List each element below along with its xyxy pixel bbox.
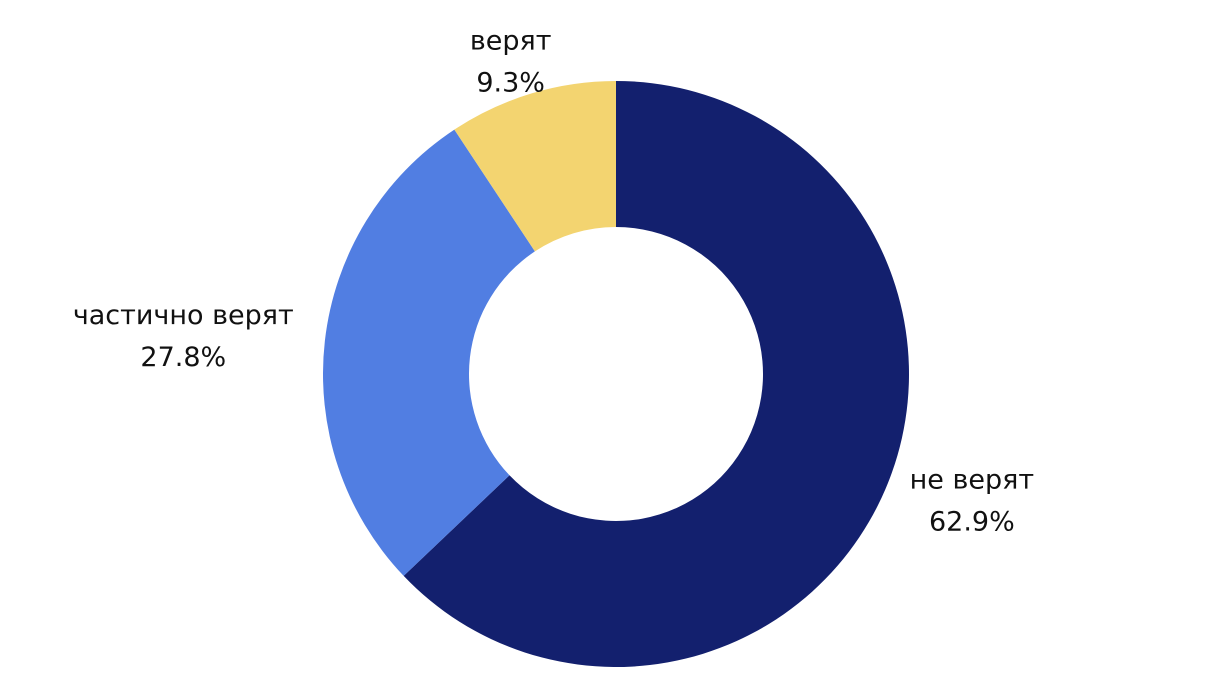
value-label: 9.3% xyxy=(476,67,545,98)
slice-label: частично верят xyxy=(73,300,294,331)
slice-label: не верят xyxy=(910,465,1034,496)
donut-slice xyxy=(454,81,616,252)
value-label: 62.9% xyxy=(929,507,1015,538)
donut-slice xyxy=(323,129,535,576)
donut-slice xyxy=(403,81,909,667)
slice-label: верят xyxy=(470,25,552,56)
value-label: 27.8% xyxy=(140,342,226,373)
